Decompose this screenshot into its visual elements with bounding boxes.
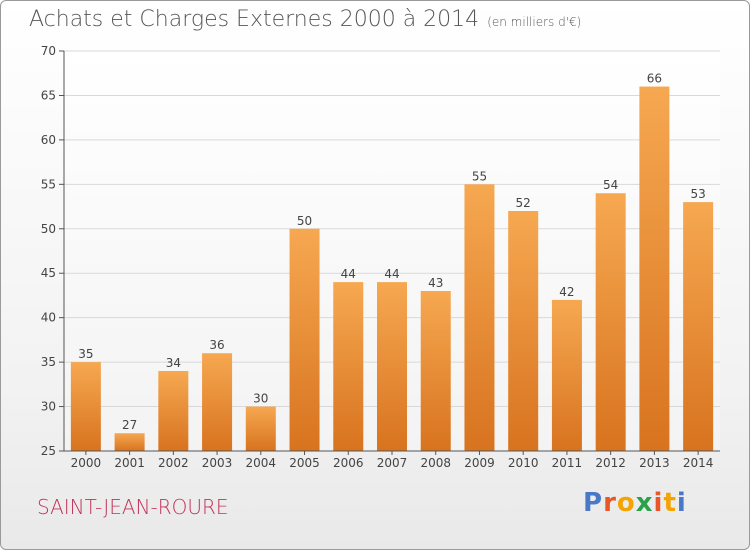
chart-title: Achats et Charges Externes 2000 à 2014 (e… bbox=[29, 7, 581, 32]
x-tick-label: 2011 bbox=[552, 456, 583, 470]
y-tick-label: 65 bbox=[41, 88, 56, 102]
data-label: 44 bbox=[384, 267, 399, 281]
logo-letter: i bbox=[676, 488, 687, 518]
x-tick-label: 2004 bbox=[246, 456, 277, 470]
data-label: 34 bbox=[166, 356, 181, 370]
proxiti-logo: Proxiti bbox=[583, 488, 687, 518]
data-label: 44 bbox=[341, 267, 356, 281]
logo-letter: o bbox=[616, 488, 636, 518]
bar bbox=[70, 362, 101, 451]
x-tick-label: 2006 bbox=[333, 456, 364, 470]
bar bbox=[683, 202, 714, 451]
bar bbox=[114, 433, 145, 451]
y-tick-label: 35 bbox=[41, 355, 56, 369]
x-tick-label: 2001 bbox=[114, 456, 145, 470]
logo-letter: P bbox=[583, 488, 604, 518]
x-tick-label: 2013 bbox=[639, 456, 670, 470]
logo-letter: x bbox=[635, 488, 654, 518]
y-tick-label: 40 bbox=[41, 311, 56, 325]
bar bbox=[508, 211, 539, 451]
chart-subtitle: (en milliers d'€) bbox=[487, 15, 582, 29]
bar bbox=[551, 299, 582, 451]
logo-letter: r bbox=[603, 488, 617, 518]
y-tick-label: 55 bbox=[41, 177, 56, 191]
data-label: 27 bbox=[122, 418, 137, 432]
bar bbox=[245, 406, 276, 451]
y-tick-label: 70 bbox=[41, 44, 56, 58]
y-tick-label: 45 bbox=[41, 266, 56, 280]
bar bbox=[420, 291, 451, 451]
data-label: 43 bbox=[428, 276, 443, 290]
data-label: 35 bbox=[78, 347, 93, 361]
x-tick-label: 2010 bbox=[508, 456, 539, 470]
bar bbox=[595, 193, 626, 451]
data-label: 30 bbox=[253, 392, 268, 406]
bar bbox=[158, 371, 189, 451]
data-label: 36 bbox=[209, 338, 224, 352]
data-label: 50 bbox=[297, 214, 312, 228]
x-tick-label: 2002 bbox=[158, 456, 189, 470]
data-label: 52 bbox=[516, 196, 531, 210]
y-tick-label: 60 bbox=[41, 133, 56, 147]
location-name: SAINT-JEAN-ROURE bbox=[37, 495, 229, 519]
y-tick-label: 25 bbox=[41, 444, 56, 458]
data-label: 66 bbox=[647, 72, 662, 86]
bar bbox=[377, 282, 407, 451]
chart-title-text: Achats et Charges Externes 2000 à 2014 bbox=[29, 7, 480, 32]
logo-letter: i bbox=[653, 488, 664, 518]
data-label: 53 bbox=[690, 187, 705, 201]
logo-letter: t bbox=[663, 488, 677, 518]
x-tick-label: 2008 bbox=[420, 456, 451, 470]
bar bbox=[639, 86, 670, 452]
x-tick-label: 2014 bbox=[683, 456, 714, 470]
y-tick-label: 50 bbox=[41, 222, 56, 236]
bar bbox=[333, 282, 364, 451]
x-tick-label: 2005 bbox=[289, 456, 320, 470]
x-tick-label: 2007 bbox=[377, 456, 408, 470]
x-tick-label: 2000 bbox=[71, 456, 102, 470]
x-tick-label: 2012 bbox=[595, 456, 626, 470]
bar bbox=[464, 184, 495, 452]
y-tick-label: 30 bbox=[41, 400, 56, 414]
data-label: 54 bbox=[603, 178, 618, 192]
data-label: 42 bbox=[559, 285, 574, 299]
bar bbox=[202, 353, 233, 451]
x-tick-label: 2003 bbox=[202, 456, 233, 470]
data-label: 55 bbox=[472, 169, 487, 183]
bar bbox=[289, 228, 320, 451]
x-tick-label: 2009 bbox=[464, 456, 495, 470]
